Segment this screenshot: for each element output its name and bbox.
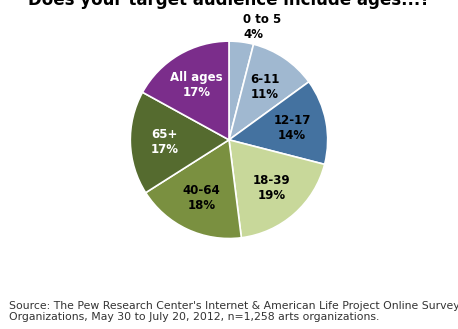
Wedge shape	[229, 44, 309, 140]
Wedge shape	[229, 82, 328, 164]
Text: 65+
17%: 65+ 17%	[151, 128, 179, 156]
Text: 6-11
11%: 6-11 11%	[251, 73, 280, 101]
Title: Does your target audience include ages...?: Does your target audience include ages..…	[28, 0, 430, 9]
Text: 40-64
18%: 40-64 18%	[183, 184, 221, 212]
Text: 12-17
14%: 12-17 14%	[273, 114, 311, 142]
Text: All ages
17%: All ages 17%	[170, 71, 223, 99]
Wedge shape	[146, 140, 241, 239]
Wedge shape	[229, 41, 254, 140]
Text: Source: The Pew Research Center's Internet & American Life Project Online Survey: Source: The Pew Research Center's Intern…	[9, 301, 458, 322]
Text: 0 to 5
4%: 0 to 5 4%	[243, 13, 282, 41]
Wedge shape	[142, 41, 229, 140]
Wedge shape	[229, 140, 325, 238]
Wedge shape	[130, 92, 229, 193]
Text: 18-39
19%: 18-39 19%	[253, 174, 290, 202]
